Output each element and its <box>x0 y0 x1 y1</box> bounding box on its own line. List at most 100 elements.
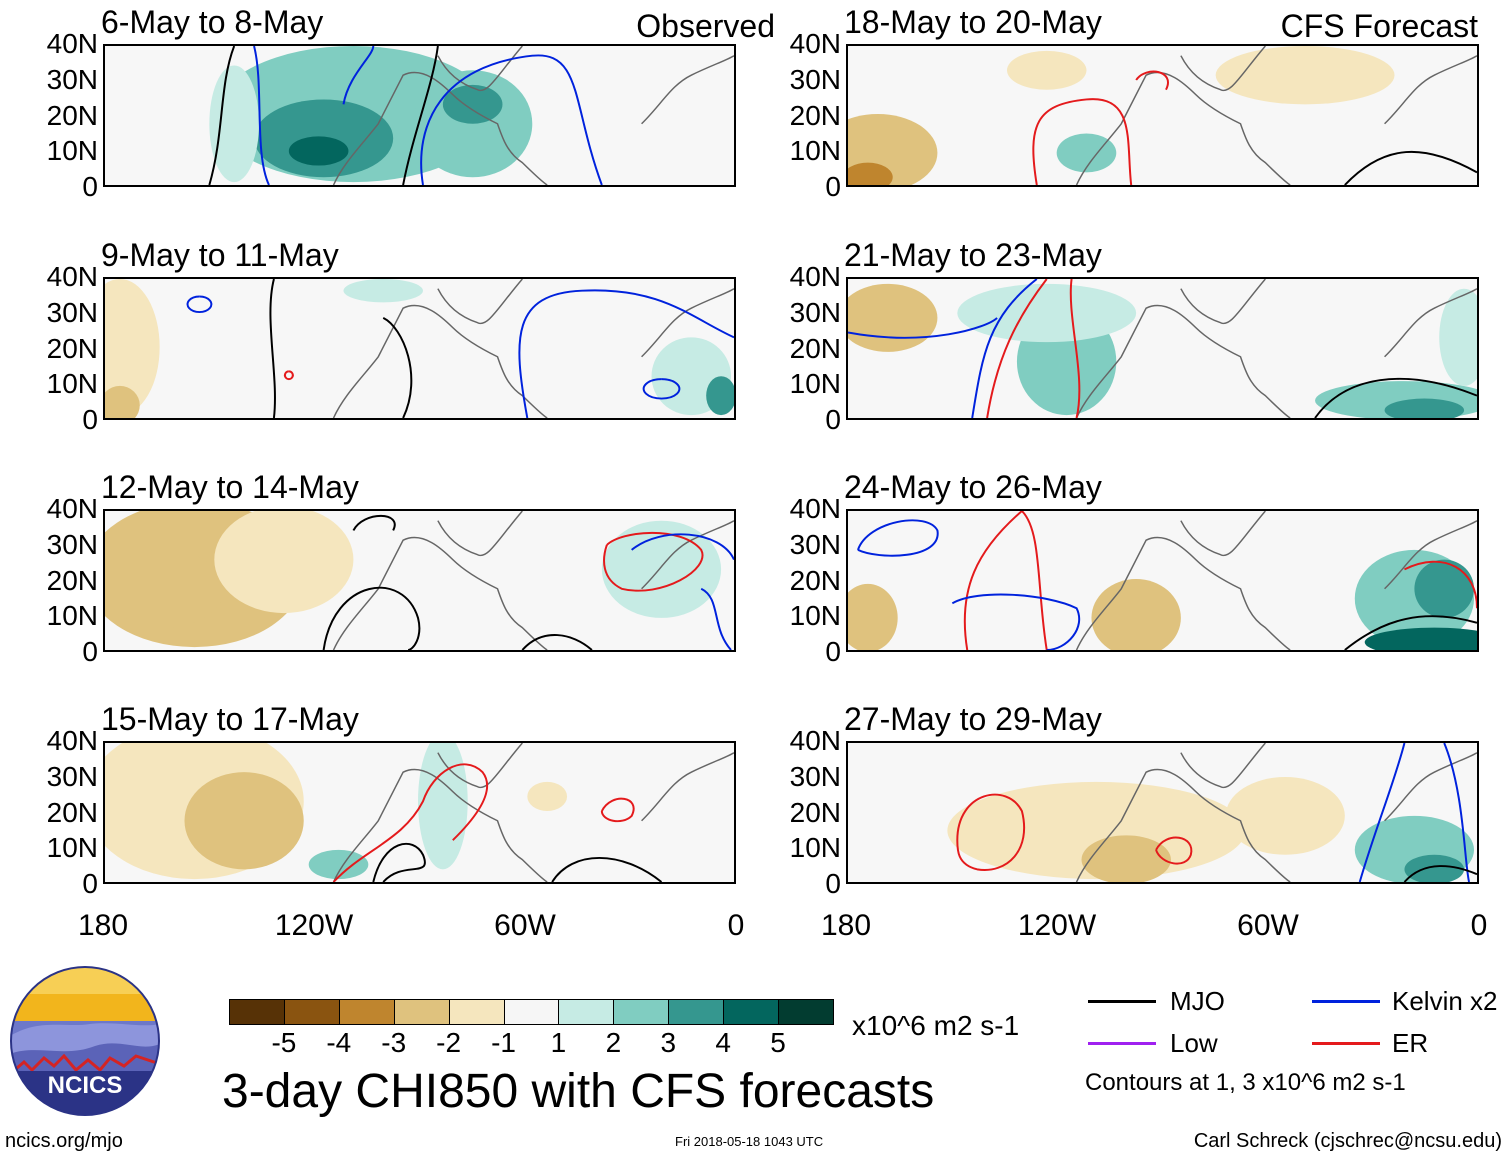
colorbar-swatch <box>778 999 834 1025</box>
anomaly-shading <box>957 283 1137 343</box>
anomaly-shading <box>105 279 160 416</box>
author-credit: Carl Schreck (cjschrec@ncsu.edu) <box>1193 1130 1502 1152</box>
lon-label: 180 <box>77 909 129 942</box>
wave-contour <box>956 793 1026 871</box>
lat-label: 0 <box>82 171 98 202</box>
lon-label: 60W <box>1237 909 1299 942</box>
lat-label: 30N <box>46 760 98 792</box>
logo-text: NCICS <box>48 1072 123 1099</box>
panel-title: 18-May to 20-May <box>844 4 1102 40</box>
lat-label: 20N <box>789 99 841 131</box>
lat-label: 20N <box>789 332 841 364</box>
colorbar-swatch <box>558 999 615 1025</box>
wave-contour <box>951 593 1081 650</box>
map-panel <box>846 277 1479 420</box>
anomaly-shading <box>308 849 369 880</box>
lat-label: 40N <box>46 725 98 756</box>
lat-label: 30N <box>789 528 841 560</box>
wave-contour <box>1344 615 1477 650</box>
lat-label: 10N <box>789 135 841 167</box>
colorbar-tick-label: -5 <box>271 1027 297 1058</box>
anomaly-shading <box>184 772 304 870</box>
lat-label: 10N <box>789 600 841 632</box>
wave-contour <box>986 279 1048 418</box>
wave-contour <box>700 587 732 650</box>
legend-kelvin-label: Kelvin x2 <box>1392 986 1498 1016</box>
colorbar-tick-label: -3 <box>381 1027 407 1058</box>
colorbar-swatch <box>668 999 725 1025</box>
lon-label: 0 <box>727 909 745 942</box>
lat-label: 40N <box>46 261 98 292</box>
lat-label: 30N <box>789 63 841 95</box>
legend-er-line <box>1312 1042 1380 1045</box>
lon-label: 0 <box>1470 909 1488 942</box>
wave-contour <box>600 797 635 823</box>
anomaly-shading <box>1056 133 1117 173</box>
anomaly-shading <box>1081 835 1171 882</box>
lat-label: 20N <box>46 564 98 596</box>
lat-label: 0 <box>825 636 841 667</box>
colorbar-tick-label: 3 <box>660 1027 677 1058</box>
wave-contour <box>1155 836 1193 865</box>
map-panels: 6-May to 8-May Observed 40N 30N 20N 10N 0 9-May… <box>46 4 1488 942</box>
lat-label: 0 <box>825 868 841 899</box>
wave-contour <box>848 317 998 339</box>
anomaly-shading <box>1225 777 1345 855</box>
lat-label: 30N <box>789 296 841 328</box>
coastline <box>332 279 734 418</box>
colorbar <box>229 999 834 1025</box>
anomaly-shading <box>1414 559 1475 618</box>
colorbar-swatch <box>723 999 780 1025</box>
map-panel <box>103 509 736 652</box>
coastline <box>1075 279 1477 418</box>
lat-label: 0 <box>825 404 841 435</box>
figure-title: 3-day CHI850 with CFS forecasts <box>222 1065 935 1118</box>
wave-contour <box>631 533 734 561</box>
legend-kelvin-line <box>1312 1000 1380 1003</box>
map-panel <box>103 741 736 884</box>
lat-label: 10N <box>46 135 98 167</box>
wave-contour <box>856 519 939 557</box>
anomaly-shading <box>1215 46 1395 105</box>
colorbar-tick-label: 5 <box>770 1027 786 1058</box>
wave-contour <box>1358 743 1406 882</box>
lat-label: 10N <box>46 832 98 864</box>
anomaly-shading <box>1364 627 1477 650</box>
anomaly-shading <box>1091 579 1181 650</box>
lat-label: 30N <box>46 528 98 560</box>
forecast-label: CFS Forecast <box>1280 8 1478 44</box>
wave-contour <box>518 289 734 418</box>
lat-label: 0 <box>82 404 98 435</box>
wave-contour <box>253 46 270 185</box>
wave-contour <box>186 295 213 314</box>
wave-contour <box>322 586 421 650</box>
map-panel <box>846 509 1479 652</box>
map-panel <box>846 44 1479 187</box>
colorbar-swatch <box>613 999 670 1025</box>
wave-contour <box>1314 377 1477 418</box>
wave-contour <box>269 279 276 418</box>
wave-contour <box>1032 98 1133 185</box>
wave-contour <box>971 279 1038 418</box>
colorbar-swatch <box>503 999 560 1025</box>
legend-mjo-label: MJO <box>1170 986 1225 1016</box>
lat-label: 20N <box>789 796 841 828</box>
wave-contour <box>1344 150 1477 185</box>
coastline <box>1075 743 1477 882</box>
units-label: x10^6 m2 s-1 <box>852 1010 1020 1041</box>
anomaly-shading <box>214 511 354 614</box>
wave-contour <box>1443 743 1471 882</box>
panel-title: 21-May to 23-May <box>844 237 1102 273</box>
lat-label: 30N <box>46 296 98 328</box>
lat-label: 20N <box>46 332 98 364</box>
lat-label: 10N <box>46 368 98 400</box>
lat-label: 30N <box>46 63 98 95</box>
colorbar-swatch <box>448 999 505 1025</box>
anomaly-shading <box>527 781 568 812</box>
site-url[interactable]: ncics.org/mjo <box>5 1130 123 1152</box>
lat-label: 20N <box>46 99 98 131</box>
panel-title: 24-May to 26-May <box>844 469 1102 505</box>
anomaly-shading <box>601 520 722 618</box>
anomaly-shading <box>209 65 260 183</box>
anomaly-shading <box>1384 398 1465 418</box>
